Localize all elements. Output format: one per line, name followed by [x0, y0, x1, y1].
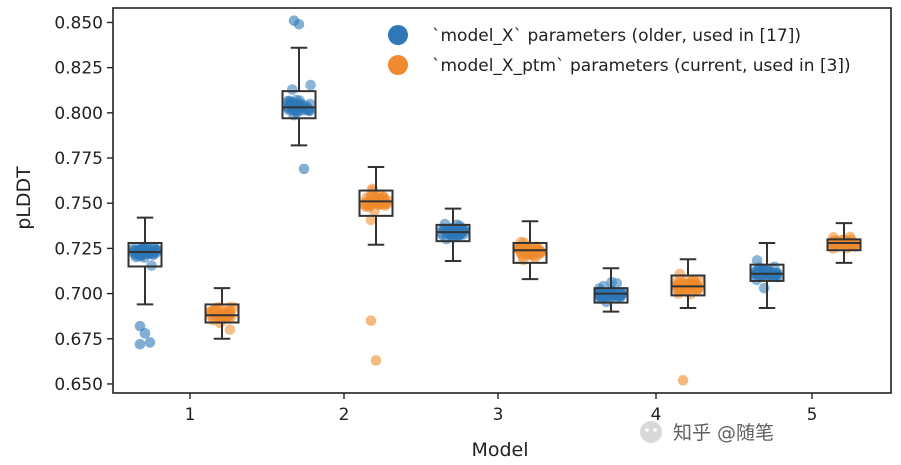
box-iqr: [593, 287, 629, 304]
y-tick-label: 0.725: [54, 239, 103, 259]
watermark-text: 知乎 @随笔: [673, 422, 774, 444]
data-point: [149, 242, 160, 253]
y-axis-title: pLDDT: [13, 166, 35, 230]
outlier-point: [139, 328, 151, 339]
data-point: [529, 252, 541, 263]
outlier-point: [293, 18, 305, 30]
box-iqr: [358, 189, 394, 217]
x-tick-label: 4: [651, 405, 662, 425]
data-point: [841, 236, 852, 248]
y-tick-label: 0.800: [54, 104, 103, 124]
box-iqr: [512, 241, 548, 264]
data-point: [755, 269, 767, 281]
data-point: [694, 274, 706, 285]
data-point: [674, 268, 686, 280]
box-iqr: [281, 90, 317, 120]
y-tick-label: 0.675: [54, 330, 103, 350]
data-point: [305, 79, 316, 91]
box-iqr: [127, 241, 163, 268]
outlier-point: [134, 338, 146, 350]
outlier-point: [365, 315, 377, 326]
y-tick-label: 0.775: [54, 149, 103, 169]
box-iqr: [826, 238, 862, 252]
legend-marker-1: [388, 25, 408, 45]
watermark: 知乎 @随笔: [640, 421, 774, 444]
data-point: [677, 279, 689, 290]
legend: `model_X` parameters (older, used in [17…: [388, 25, 851, 76]
outlier-point: [144, 337, 156, 348]
data-point: [299, 104, 311, 116]
wechat-icon: [640, 421, 662, 443]
outlier-point: [370, 355, 382, 366]
x-tick-label: 1: [185, 405, 196, 425]
x-tick-label: 3: [493, 405, 504, 425]
outlier-point: [677, 375, 689, 386]
wechat-icon-eye-right: [653, 428, 657, 432]
data-point: [286, 84, 298, 95]
y-tick-label: 0.825: [54, 59, 103, 79]
data-point: [751, 255, 763, 266]
y-tick-label: 0.700: [54, 285, 103, 305]
axes-layer: 0.650 0.675 0.700 0.725 0.750 0.775 0.800 0.825…: [54, 7, 892, 425]
outlier-point: [298, 163, 310, 175]
x-tick-label: 2: [339, 405, 350, 425]
data-point: [445, 225, 457, 237]
data-point: [224, 324, 236, 335]
legend-marker-2: [388, 55, 408, 75]
data-point: [611, 278, 623, 289]
data-point: [365, 214, 377, 226]
legend-label-2: `model_X_ptm` parameters (current, used …: [432, 56, 851, 76]
x-tick-label: 5: [807, 405, 818, 425]
legend-label-1: `model_X` parameters (older, used in [17…: [432, 26, 801, 46]
x-axis-title: Model: [471, 439, 528, 461]
y-tick-label: 0.850: [54, 13, 103, 33]
box-iqr: [204, 303, 240, 324]
wechat-icon-eye-left: [645, 428, 649, 432]
boxes-layer: [127, 46, 862, 340]
y-tick-label: 0.750: [54, 194, 103, 214]
data-point: [516, 243, 528, 254]
plot-frame: [112, 7, 892, 394]
y-tick-label: 0.650: [54, 375, 103, 395]
